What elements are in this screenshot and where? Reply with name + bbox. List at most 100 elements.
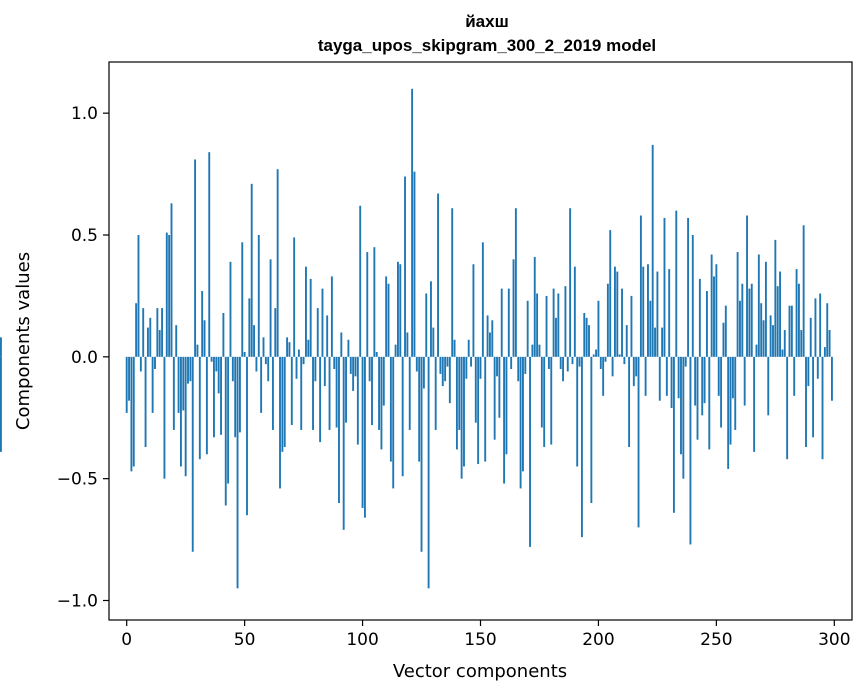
bar-225 — [656, 271, 659, 357]
bar-223 — [651, 144, 654, 357]
bar-120 — [408, 356, 411, 430]
bar-279 — [783, 330, 786, 357]
bar-66 — [281, 356, 284, 452]
bar-195 — [585, 317, 588, 357]
bar-163 — [510, 356, 513, 370]
bar-204 — [606, 283, 609, 357]
bar-114 — [394, 344, 397, 357]
bar-99 — [359, 205, 362, 357]
bar-211 — [623, 356, 626, 365]
bar-189 — [571, 356, 574, 365]
bar-206 — [611, 356, 614, 377]
bar-176 — [540, 356, 543, 428]
bar-199 — [595, 349, 598, 357]
bar-111 — [387, 283, 390, 357]
bar-60 — [267, 356, 270, 382]
bar-140 — [455, 356, 458, 450]
x-tick-label: 300 — [818, 630, 850, 650]
bar-18 — [168, 235, 171, 357]
bar-207 — [614, 266, 616, 357]
bar-232 — [672, 356, 675, 513]
bar-24 — [182, 356, 185, 411]
bar-299 — [831, 356, 833, 401]
bar-166 — [517, 356, 520, 382]
bar-32 — [201, 291, 204, 357]
bar-300 — [0, 356, 2, 452]
bar-182 — [555, 317, 557, 357]
bar-193 — [580, 356, 583, 538]
bar-138 — [451, 208, 454, 357]
bar-169 — [524, 356, 527, 374]
bar-184 — [559, 356, 562, 370]
bar-25 — [184, 356, 187, 477]
bar-217 — [637, 356, 640, 528]
bar-115 — [397, 261, 399, 357]
bar-36 — [210, 356, 213, 362]
bar-269 — [760, 303, 763, 357]
bar-62 — [271, 356, 274, 430]
bar-208 — [616, 271, 619, 357]
bar-54 — [253, 325, 256, 357]
bar-72 — [295, 356, 298, 379]
bar-21 — [175, 325, 178, 357]
bar-133 — [439, 356, 442, 374]
bar-123 — [415, 356, 418, 372]
bar-148 — [474, 356, 477, 423]
bar-10 — [149, 317, 152, 357]
bar-150 — [479, 356, 482, 379]
bar-69 — [288, 342, 291, 357]
bar-47 — [236, 356, 239, 589]
bar-0 — [125, 356, 128, 413]
bar-251 — [717, 356, 720, 396]
bar-44 — [229, 261, 232, 357]
bar-45 — [231, 356, 234, 382]
bar-209 — [618, 354, 621, 357]
bar-76 — [305, 266, 307, 357]
bar-285 — [797, 283, 800, 357]
bar-173 — [533, 256, 536, 357]
bar-117 — [401, 356, 404, 477]
bar-151 — [481, 242, 484, 357]
bar-107 — [378, 356, 381, 430]
bar-177 — [543, 356, 546, 447]
bar-124 — [418, 356, 421, 462]
bar-246 — [705, 291, 708, 357]
bar-127 — [425, 293, 428, 357]
bar-272 — [767, 356, 770, 416]
bar-27 — [189, 356, 192, 382]
bar-168 — [522, 356, 524, 472]
bar-88 — [333, 356, 336, 370]
bar-112 — [389, 356, 392, 462]
bar-132 — [437, 193, 439, 357]
bar-131 — [434, 356, 437, 430]
bar-9 — [146, 327, 149, 357]
y-tick-label: 0.0 — [71, 348, 98, 368]
bar-86 — [328, 356, 331, 430]
bar-197 — [590, 356, 593, 504]
bar-266 — [753, 356, 756, 452]
bar-34 — [205, 356, 208, 455]
bar-136 — [446, 356, 449, 367]
bar-257 — [731, 356, 734, 399]
bar-228 — [663, 217, 666, 357]
bar-53 — [250, 183, 253, 357]
bar-1 — [128, 356, 130, 401]
bar-142 — [460, 356, 463, 479]
bar-90 — [338, 356, 340, 504]
x-tick-label: 200 — [582, 630, 614, 650]
bar-283 — [793, 356, 796, 396]
bar-70 — [290, 356, 293, 426]
bar-28 — [191, 356, 194, 552]
bar-139 — [453, 339, 456, 357]
bar-15 — [161, 308, 164, 357]
bar-254 — [724, 305, 727, 357]
bar-79 — [312, 356, 314, 430]
bar-89 — [335, 356, 338, 428]
bar-137 — [448, 356, 451, 404]
bar-95 — [349, 356, 352, 374]
bar-97 — [354, 356, 357, 377]
bar-121 — [411, 88, 414, 357]
bar-270 — [762, 320, 765, 357]
x-axis-label: Vector components — [393, 661, 567, 682]
